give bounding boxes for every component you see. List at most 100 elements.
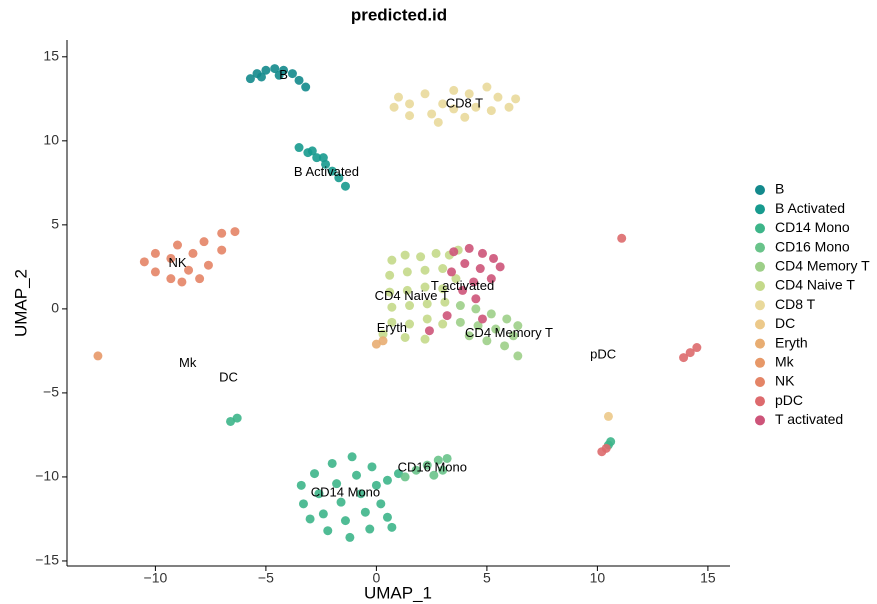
point — [378, 336, 388, 346]
legend-label: NK — [775, 373, 795, 389]
point — [405, 99, 415, 109]
cluster-label: NK — [168, 255, 186, 270]
point — [451, 274, 461, 284]
y-tick-label: −5 — [43, 384, 59, 400]
point — [424, 326, 434, 336]
point — [195, 274, 205, 284]
point — [438, 284, 448, 294]
point — [471, 304, 481, 314]
point — [387, 302, 397, 312]
point — [332, 479, 342, 489]
point — [387, 522, 397, 532]
y-tick-label: 15 — [43, 48, 59, 64]
point — [287, 69, 297, 79]
point — [336, 497, 346, 507]
point — [367, 462, 377, 472]
point — [427, 109, 437, 119]
point — [420, 282, 430, 292]
chart-title: predicted.id — [351, 5, 447, 24]
point — [217, 228, 227, 238]
legend-swatch — [755, 261, 765, 272]
point — [420, 334, 430, 344]
legend-label: B — [775, 181, 784, 197]
point — [411, 465, 421, 475]
point — [402, 285, 412, 295]
point — [305, 514, 315, 524]
x-tick-label: −5 — [258, 570, 274, 586]
point — [301, 82, 311, 92]
point — [261, 65, 271, 75]
point — [460, 259, 470, 269]
point — [422, 299, 432, 309]
cluster-label: CD4 Naive T — [375, 288, 449, 303]
point — [420, 265, 430, 275]
point — [340, 181, 350, 191]
cluster-label: Mk — [179, 355, 197, 370]
point — [177, 277, 187, 287]
legend-swatch — [755, 281, 765, 291]
legend-swatch — [755, 338, 765, 349]
point — [473, 321, 483, 331]
point — [360, 507, 370, 517]
legend-swatch — [755, 300, 765, 311]
point — [345, 532, 355, 542]
point — [150, 267, 160, 277]
point — [199, 237, 209, 247]
x-axis-label: UMAP_1 — [364, 583, 432, 602]
point — [458, 285, 468, 295]
point — [314, 489, 324, 499]
legend-label: CD8 T — [775, 296, 816, 312]
point — [365, 524, 375, 534]
point — [387, 317, 397, 327]
point — [422, 460, 432, 470]
point — [217, 245, 227, 255]
point — [449, 247, 459, 257]
x-tick-label: 0 — [373, 570, 381, 586]
point — [495, 262, 505, 272]
point — [442, 453, 452, 463]
point — [601, 443, 611, 453]
point — [440, 297, 450, 307]
legend-swatch — [755, 415, 765, 426]
point — [389, 102, 399, 112]
cluster-label: B Activated — [294, 164, 359, 179]
point — [442, 311, 452, 321]
point — [382, 512, 392, 522]
point — [464, 89, 474, 99]
point — [294, 75, 304, 85]
legend-label: pDC — [775, 392, 803, 408]
point — [378, 329, 388, 339]
point — [385, 287, 395, 297]
point — [482, 336, 492, 346]
point — [489, 253, 499, 263]
point — [438, 264, 448, 274]
point — [471, 102, 481, 112]
point — [327, 458, 337, 468]
point — [471, 294, 481, 304]
cluster-label: pDC — [590, 347, 616, 362]
point — [166, 274, 176, 284]
point — [184, 265, 194, 275]
y-tick-label: 10 — [43, 132, 59, 148]
point — [477, 248, 487, 258]
point — [508, 331, 518, 341]
point — [334, 173, 344, 183]
point — [327, 166, 337, 176]
point — [312, 153, 322, 163]
point — [438, 465, 448, 475]
point — [513, 351, 523, 361]
point — [493, 92, 503, 102]
legend-label: DC — [775, 315, 795, 331]
point — [270, 64, 280, 74]
point — [431, 248, 441, 258]
point — [347, 452, 357, 462]
point — [477, 314, 487, 324]
point — [603, 411, 613, 421]
point — [475, 264, 485, 274]
cluster-label: T activated — [431, 278, 494, 293]
point — [256, 72, 266, 82]
point — [382, 475, 392, 485]
legend-swatch — [755, 223, 765, 234]
point — [464, 331, 474, 341]
